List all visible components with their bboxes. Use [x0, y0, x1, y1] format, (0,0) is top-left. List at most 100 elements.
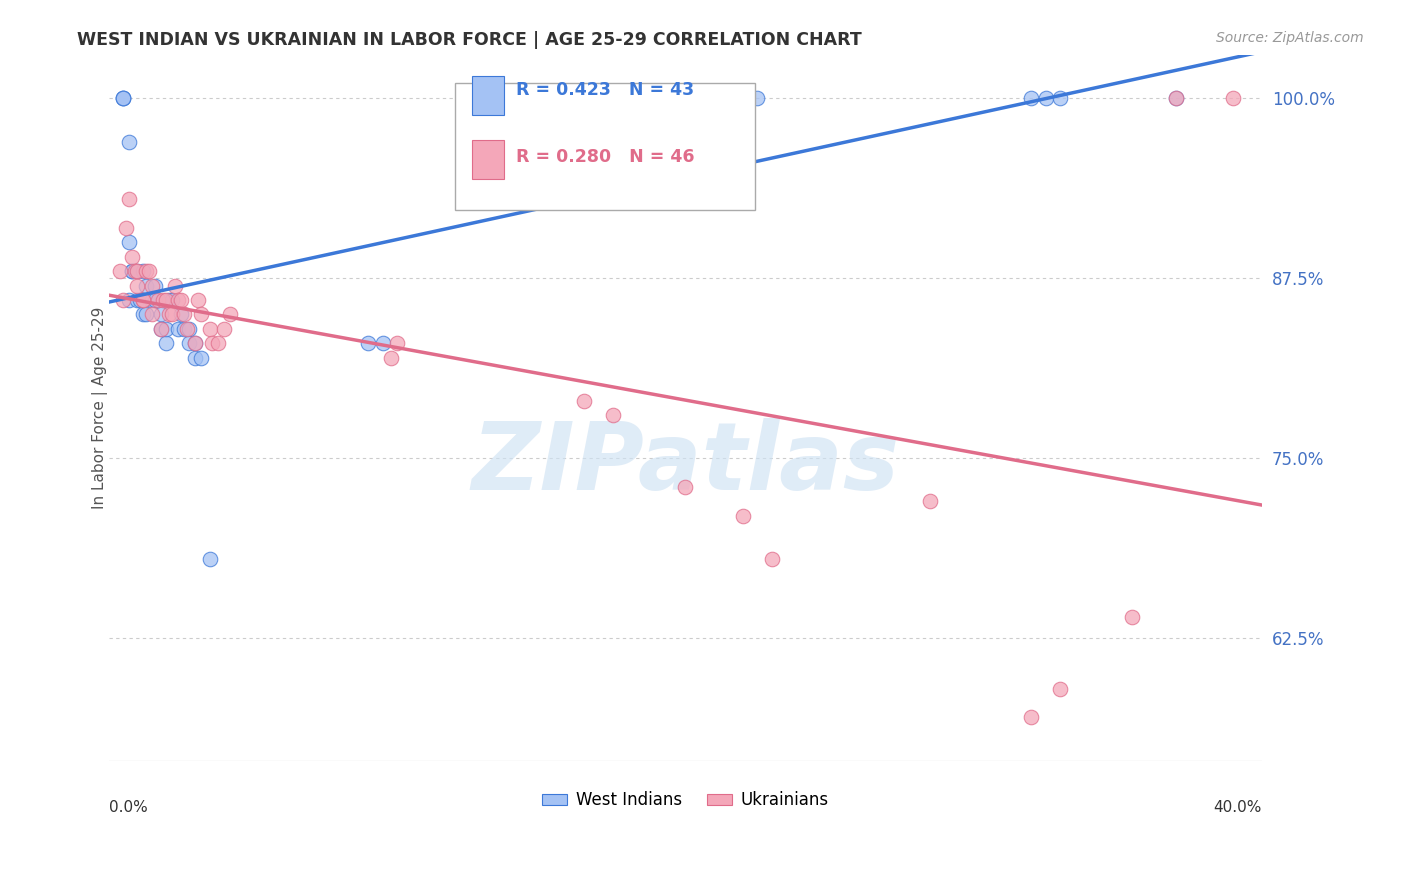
Ukrainians	[163, 278, 186, 293]
FancyBboxPatch shape	[454, 83, 755, 211]
West Indians	[602, 163, 624, 178]
Ukrainians	[108, 264, 131, 278]
Ukrainians	[673, 480, 696, 494]
Ukrainians	[218, 307, 240, 321]
Ukrainians	[920, 494, 942, 508]
West Indians	[731, 91, 754, 105]
Ukrainians	[167, 293, 190, 307]
West Indians	[371, 336, 394, 351]
Ukrainians	[385, 336, 408, 351]
West Indians	[184, 336, 207, 351]
Ukrainians	[132, 293, 155, 307]
Ukrainians	[146, 293, 169, 307]
Ukrainians	[1222, 91, 1244, 105]
West Indians	[132, 264, 155, 278]
West Indians	[616, 91, 638, 105]
West Indians	[112, 91, 135, 105]
West Indians	[112, 91, 135, 105]
West Indians	[118, 235, 141, 250]
Ukrainians	[157, 307, 180, 321]
West Indians	[1035, 91, 1057, 105]
West Indians	[167, 322, 190, 336]
West Indians	[132, 307, 155, 321]
Ukrainians	[132, 293, 155, 307]
West Indians	[184, 351, 207, 365]
West Indians	[135, 278, 157, 293]
FancyBboxPatch shape	[472, 140, 505, 178]
Ukrainians	[118, 192, 141, 206]
West Indians	[135, 307, 157, 321]
West Indians	[1021, 91, 1043, 105]
FancyBboxPatch shape	[472, 77, 505, 115]
Ukrainians	[207, 336, 229, 351]
Ukrainians	[112, 293, 135, 307]
Ukrainians	[176, 322, 198, 336]
Legend: West Indians, Ukrainians: West Indians, Ukrainians	[536, 784, 835, 816]
Ukrainians	[121, 250, 143, 264]
West Indians	[1049, 91, 1071, 105]
Ukrainians	[1121, 609, 1143, 624]
Y-axis label: In Labor Force | Age 25-29: In Labor Force | Age 25-29	[93, 307, 108, 509]
Ukrainians	[602, 408, 624, 422]
West Indians	[149, 322, 172, 336]
West Indians	[357, 336, 380, 351]
Ukrainians	[173, 307, 195, 321]
West Indians	[121, 264, 143, 278]
West Indians	[112, 91, 135, 105]
Ukrainians	[155, 293, 177, 307]
Ukrainians	[141, 278, 163, 293]
West Indians	[170, 307, 193, 321]
Ukrainians	[160, 307, 183, 321]
Ukrainians	[201, 336, 224, 351]
West Indians	[179, 322, 201, 336]
West Indians	[143, 293, 166, 307]
West Indians	[118, 135, 141, 149]
West Indians	[157, 293, 180, 307]
Ukrainians	[127, 278, 149, 293]
Ukrainians	[761, 552, 783, 566]
Ukrainians	[149, 322, 172, 336]
West Indians	[141, 293, 163, 307]
Text: 40.0%: 40.0%	[1213, 799, 1263, 814]
West Indians	[179, 336, 201, 351]
West Indians	[155, 322, 177, 336]
Ukrainians	[127, 264, 149, 278]
Ukrainians	[1049, 681, 1071, 696]
Ukrainians	[138, 264, 160, 278]
West Indians	[118, 293, 141, 307]
Ukrainians	[731, 508, 754, 523]
Text: R = 0.280   N = 46: R = 0.280 N = 46	[516, 148, 695, 167]
West Indians	[190, 351, 212, 365]
West Indians	[149, 307, 172, 321]
Ukrainians	[574, 393, 596, 408]
Ukrainians	[184, 336, 207, 351]
West Indians	[143, 278, 166, 293]
Ukrainians	[198, 322, 221, 336]
Ukrainians	[380, 351, 402, 365]
West Indians	[160, 293, 183, 307]
West Indians	[173, 322, 195, 336]
Text: 0.0%: 0.0%	[108, 799, 148, 814]
Ukrainians	[1164, 91, 1187, 105]
West Indians	[198, 552, 221, 566]
West Indians	[127, 264, 149, 278]
West Indians	[747, 91, 769, 105]
Ukrainians	[124, 264, 146, 278]
Ukrainians	[212, 322, 235, 336]
Text: WEST INDIAN VS UKRAINIAN IN LABOR FORCE | AGE 25-29 CORRELATION CHART: WEST INDIAN VS UKRAINIAN IN LABOR FORCE …	[77, 31, 862, 49]
Ukrainians	[152, 293, 174, 307]
West Indians	[1164, 91, 1187, 105]
Text: R = 0.423   N = 43: R = 0.423 N = 43	[516, 81, 695, 99]
Ukrainians	[187, 293, 209, 307]
Ukrainians	[170, 293, 193, 307]
Text: Source: ZipAtlas.com: Source: ZipAtlas.com	[1216, 31, 1364, 45]
Ukrainians	[135, 264, 157, 278]
Ukrainians	[1021, 710, 1043, 724]
West Indians	[129, 293, 152, 307]
West Indians	[155, 336, 177, 351]
Ukrainians	[141, 307, 163, 321]
West Indians	[127, 293, 149, 307]
West Indians	[121, 264, 143, 278]
Text: ZIPatlas: ZIPatlas	[471, 418, 900, 510]
Ukrainians	[115, 221, 138, 235]
